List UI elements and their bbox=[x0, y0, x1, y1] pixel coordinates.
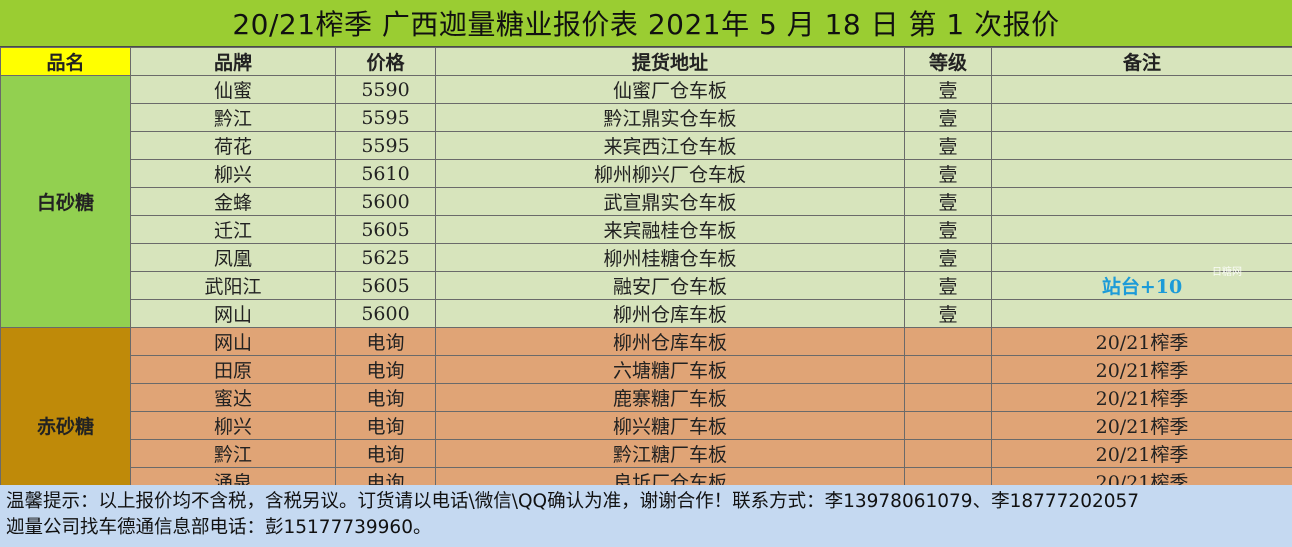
cell-grade bbox=[904, 411, 992, 440]
cell-note: 20/21榨季 bbox=[991, 411, 1292, 440]
cell-address: 柳州柳兴厂仓车板 bbox=[435, 159, 905, 188]
cell-grade bbox=[904, 355, 992, 384]
header-product: 品名 bbox=[0, 47, 131, 76]
cell-price: 5595 bbox=[335, 131, 436, 160]
cell-price: 电询 bbox=[335, 439, 436, 468]
cell-brand: 柳兴 bbox=[130, 159, 336, 188]
cell-price: 电询 bbox=[335, 411, 436, 440]
cell-price: 5595 bbox=[335, 103, 436, 132]
table-row: 武阳江 5605 融安厂仓车板壹站台+10 bbox=[1, 271, 1292, 300]
cell-grade bbox=[904, 327, 992, 356]
sheet-title: 20/21榨季 广西迦量糖业报价表 2021年 5 月 18 日 第 1 次报价 bbox=[0, 0, 1292, 47]
footer-line-1: 温馨提示：以上报价均不含税，含税另议。订货请以电话\微信\QQ确认为准，谢谢合作… bbox=[6, 491, 1140, 512]
cell-address: 来宾西江仓车板 bbox=[435, 131, 905, 160]
cell-brand: 田原 bbox=[130, 355, 336, 384]
cell-brand: 武阳江 bbox=[130, 271, 336, 300]
cell-price: 5610 bbox=[335, 159, 436, 188]
cell-brand: 荷花 bbox=[130, 131, 336, 160]
cell-address: 鹿寨糖厂车板 bbox=[435, 383, 905, 412]
cell-note: 20/21榨季 bbox=[991, 439, 1292, 468]
cell-grade: 壹 bbox=[904, 103, 992, 132]
table-row: 荷花 5595 来宾西江仓车板壹 bbox=[1, 131, 1292, 160]
cell-note: 20/21榨季 bbox=[991, 383, 1292, 412]
cell-brand: 蜜达 bbox=[130, 383, 336, 412]
cell-address: 黔江糖厂车板 bbox=[435, 439, 905, 468]
footer-notice: 温馨提示：以上报价均不含税，含税另议。订货请以电话\微信\QQ确认为准，谢谢合作… bbox=[0, 485, 1292, 547]
cell-note: 站台+10 bbox=[991, 271, 1292, 300]
cell-brand: 黔江 bbox=[130, 103, 336, 132]
table-row: 金蜂 5600 武宣鼎实仓车板壹 bbox=[1, 187, 1292, 216]
cell-price: 电询 bbox=[335, 327, 436, 356]
cell-brand: 网山 bbox=[130, 299, 336, 328]
table-header-row: 品名 品牌 价格 提货地址 等级 备注 bbox=[0, 47, 1292, 76]
table-row: 凤凰 5625 柳州桂糖仓车板壹 bbox=[1, 243, 1292, 272]
cell-address: 武宣鼎实仓车板 bbox=[435, 187, 905, 216]
cell-grade bbox=[904, 439, 992, 468]
header-address: 提货地址 bbox=[435, 47, 905, 76]
cell-brand: 仙蜜 bbox=[130, 75, 336, 104]
table-row: 黔江 5595 黔江鼎实仓车板壹 bbox=[1, 103, 1292, 132]
cell-grade: 壹 bbox=[904, 271, 992, 300]
table-row: 赤砂糖 网山 电询 柳州仓库车板 20/21榨季 bbox=[0, 327, 1292, 524]
cell-address: 仙蜜厂仓车板 bbox=[435, 75, 905, 104]
cell-brand: 凤凰 bbox=[130, 243, 336, 272]
cell-brand: 金蜂 bbox=[130, 187, 336, 216]
cell-note bbox=[991, 75, 1292, 104]
cell-brand: 网山 bbox=[130, 327, 336, 356]
cell-grade bbox=[904, 383, 992, 412]
cell-price: 5600 bbox=[335, 187, 436, 216]
cell-address: 柳州桂糖仓车板 bbox=[435, 243, 905, 272]
cell-price: 5590 bbox=[335, 75, 436, 104]
cell-address: 六塘糖厂车板 bbox=[435, 355, 905, 384]
cell-note bbox=[991, 103, 1292, 132]
cell-note bbox=[991, 159, 1292, 188]
footer-line-2: 迦量公司找车德通信息部电话：彭15177739960。 bbox=[6, 517, 432, 538]
watermark: 日糖网 bbox=[1212, 267, 1242, 278]
price-table: 品名 品牌 价格 提货地址 等级 备注 白砂糖 仙蜜 5590 仙蜜厂仓车板壹黔江 55… bbox=[0, 47, 1292, 524]
header-price: 价格 bbox=[335, 47, 436, 76]
cell-address: 来宾融桂仓车板 bbox=[435, 215, 905, 244]
table-row: 网山 5600 柳州仓库车板壹 bbox=[1, 299, 1292, 328]
table-row: 黔江 电询 黔江糖厂车板 20/21榨季 bbox=[1, 439, 1292, 468]
header-note: 备注 bbox=[991, 47, 1292, 76]
header-brand: 品牌 bbox=[130, 47, 336, 76]
cell-address: 柳州仓库车板 bbox=[435, 299, 905, 328]
table-row: 白砂糖 仙蜜 5590 仙蜜厂仓车板壹 bbox=[0, 75, 1292, 328]
cell-grade: 壹 bbox=[904, 159, 992, 188]
cell-note: 20/21榨季 bbox=[991, 327, 1292, 356]
cell-note bbox=[991, 187, 1292, 216]
cell-grade: 壹 bbox=[904, 75, 992, 104]
cell-price: 电询 bbox=[335, 355, 436, 384]
cell-grade: 壹 bbox=[904, 299, 992, 328]
cell-price: 5600 bbox=[335, 299, 436, 328]
cell-price: 5625 bbox=[335, 243, 436, 272]
cell-grade: 壹 bbox=[904, 131, 992, 160]
cell-price: 电询 bbox=[335, 383, 436, 412]
category-white: 白砂糖 bbox=[0, 75, 131, 328]
table-row: 柳兴 电询 柳兴糖厂车板 20/21榨季 bbox=[1, 411, 1292, 440]
cell-brand: 柳兴 bbox=[130, 411, 336, 440]
cell-address: 黔江鼎实仓车板 bbox=[435, 103, 905, 132]
cell-brand: 黔江 bbox=[130, 439, 336, 468]
table-row: 田原 电询 六塘糖厂车板 20/21榨季 bbox=[1, 355, 1292, 384]
cell-price: 5605 bbox=[335, 271, 436, 300]
cell-note bbox=[991, 215, 1292, 244]
cell-grade: 壹 bbox=[904, 215, 992, 244]
cell-note bbox=[991, 131, 1292, 160]
cell-grade: 壹 bbox=[904, 187, 992, 216]
cell-address: 融安厂仓车板 bbox=[435, 271, 905, 300]
cell-note: 20/21榨季 bbox=[991, 355, 1292, 384]
cell-address: 柳州仓库车板 bbox=[435, 327, 905, 356]
cell-note bbox=[991, 243, 1292, 272]
cell-address: 柳兴糖厂车板 bbox=[435, 411, 905, 440]
cell-grade: 壹 bbox=[904, 243, 992, 272]
table-row: 蜜达 电询 鹿寨糖厂车板 20/21榨季 bbox=[1, 383, 1292, 412]
cell-brand: 迁江 bbox=[130, 215, 336, 244]
cell-price: 5605 bbox=[335, 215, 436, 244]
header-grade: 等级 bbox=[904, 47, 992, 76]
table-row: 迁江 5605 来宾融桂仓车板壹 bbox=[1, 215, 1292, 244]
table-row: 柳兴 5610 柳州柳兴厂仓车板壹 bbox=[1, 159, 1292, 188]
cell-note bbox=[991, 299, 1292, 328]
